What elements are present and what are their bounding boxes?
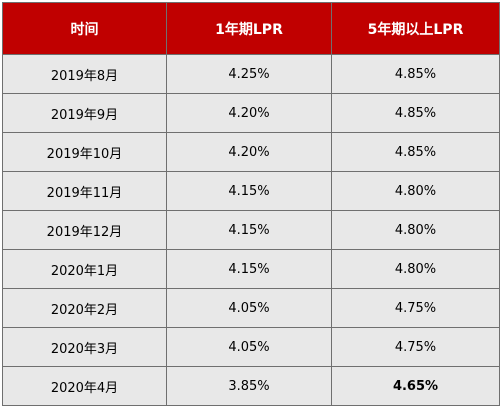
cell-lpr-1y: 4.05% [166, 327, 332, 367]
cell-lpr-5y: 4.75% [331, 288, 500, 328]
table-row: 2020年2月 4.05% 4.75% [2, 288, 500, 328]
cell-lpr-1y: 4.25% [166, 54, 332, 94]
cell-lpr-1y: 4.20% [166, 132, 332, 172]
cell-lpr-5y: 4.80% [331, 171, 500, 211]
cell-date: 2020年4月 [2, 366, 167, 406]
cell-date: 2020年2月 [2, 288, 167, 328]
cell-lpr-5y: 4.85% [331, 132, 500, 172]
cell-date: 2019年12月 [2, 210, 167, 250]
cell-lpr-5y: 4.75% [331, 327, 500, 367]
cell-lpr-1y: 4.05% [166, 288, 332, 328]
table-row: 2020年4月 3.85% 4.65% [2, 366, 500, 406]
table-row: 2020年1月 4.15% 4.80% [2, 249, 500, 289]
lpr-table: 时间 1年期LPR 5年期以上LPR 2019年8月 4.25% 4.85% 2… [2, 2, 500, 406]
header-lpr-1y: 1年期LPR [166, 2, 332, 55]
cell-date: 2019年8月 [2, 54, 167, 94]
cell-lpr-5y-highlighted: 4.65% [331, 366, 500, 406]
cell-lpr-5y: 4.80% [331, 249, 500, 289]
table-row: 2019年8月 4.25% 4.85% [2, 54, 500, 94]
table-row: 2019年12月 4.15% 4.80% [2, 210, 500, 250]
header-lpr-5y: 5年期以上LPR [331, 2, 500, 55]
cell-date: 2019年11月 [2, 171, 167, 211]
cell-date: 2020年3月 [2, 327, 167, 367]
cell-date: 2019年10月 [2, 132, 167, 172]
cell-lpr-5y: 4.80% [331, 210, 500, 250]
table-row: 2019年9月 4.20% 4.85% [2, 93, 500, 133]
table-row: 2019年10月 4.20% 4.85% [2, 132, 500, 172]
cell-lpr-5y: 4.85% [331, 54, 500, 94]
cell-lpr-5y: 4.85% [331, 93, 500, 133]
cell-lpr-1y: 4.20% [166, 93, 332, 133]
table-header-row: 时间 1年期LPR 5年期以上LPR [2, 2, 500, 55]
table-row: 2020年3月 4.05% 4.75% [2, 327, 500, 367]
cell-lpr-1y: 4.15% [166, 210, 332, 250]
cell-lpr-1y: 3.85% [166, 366, 332, 406]
table-row: 2019年11月 4.15% 4.80% [2, 171, 500, 211]
cell-lpr-1y: 4.15% [166, 249, 332, 289]
header-date: 时间 [2, 2, 167, 55]
cell-date: 2020年1月 [2, 249, 167, 289]
cell-date: 2019年9月 [2, 93, 167, 133]
cell-lpr-1y: 4.15% [166, 171, 332, 211]
